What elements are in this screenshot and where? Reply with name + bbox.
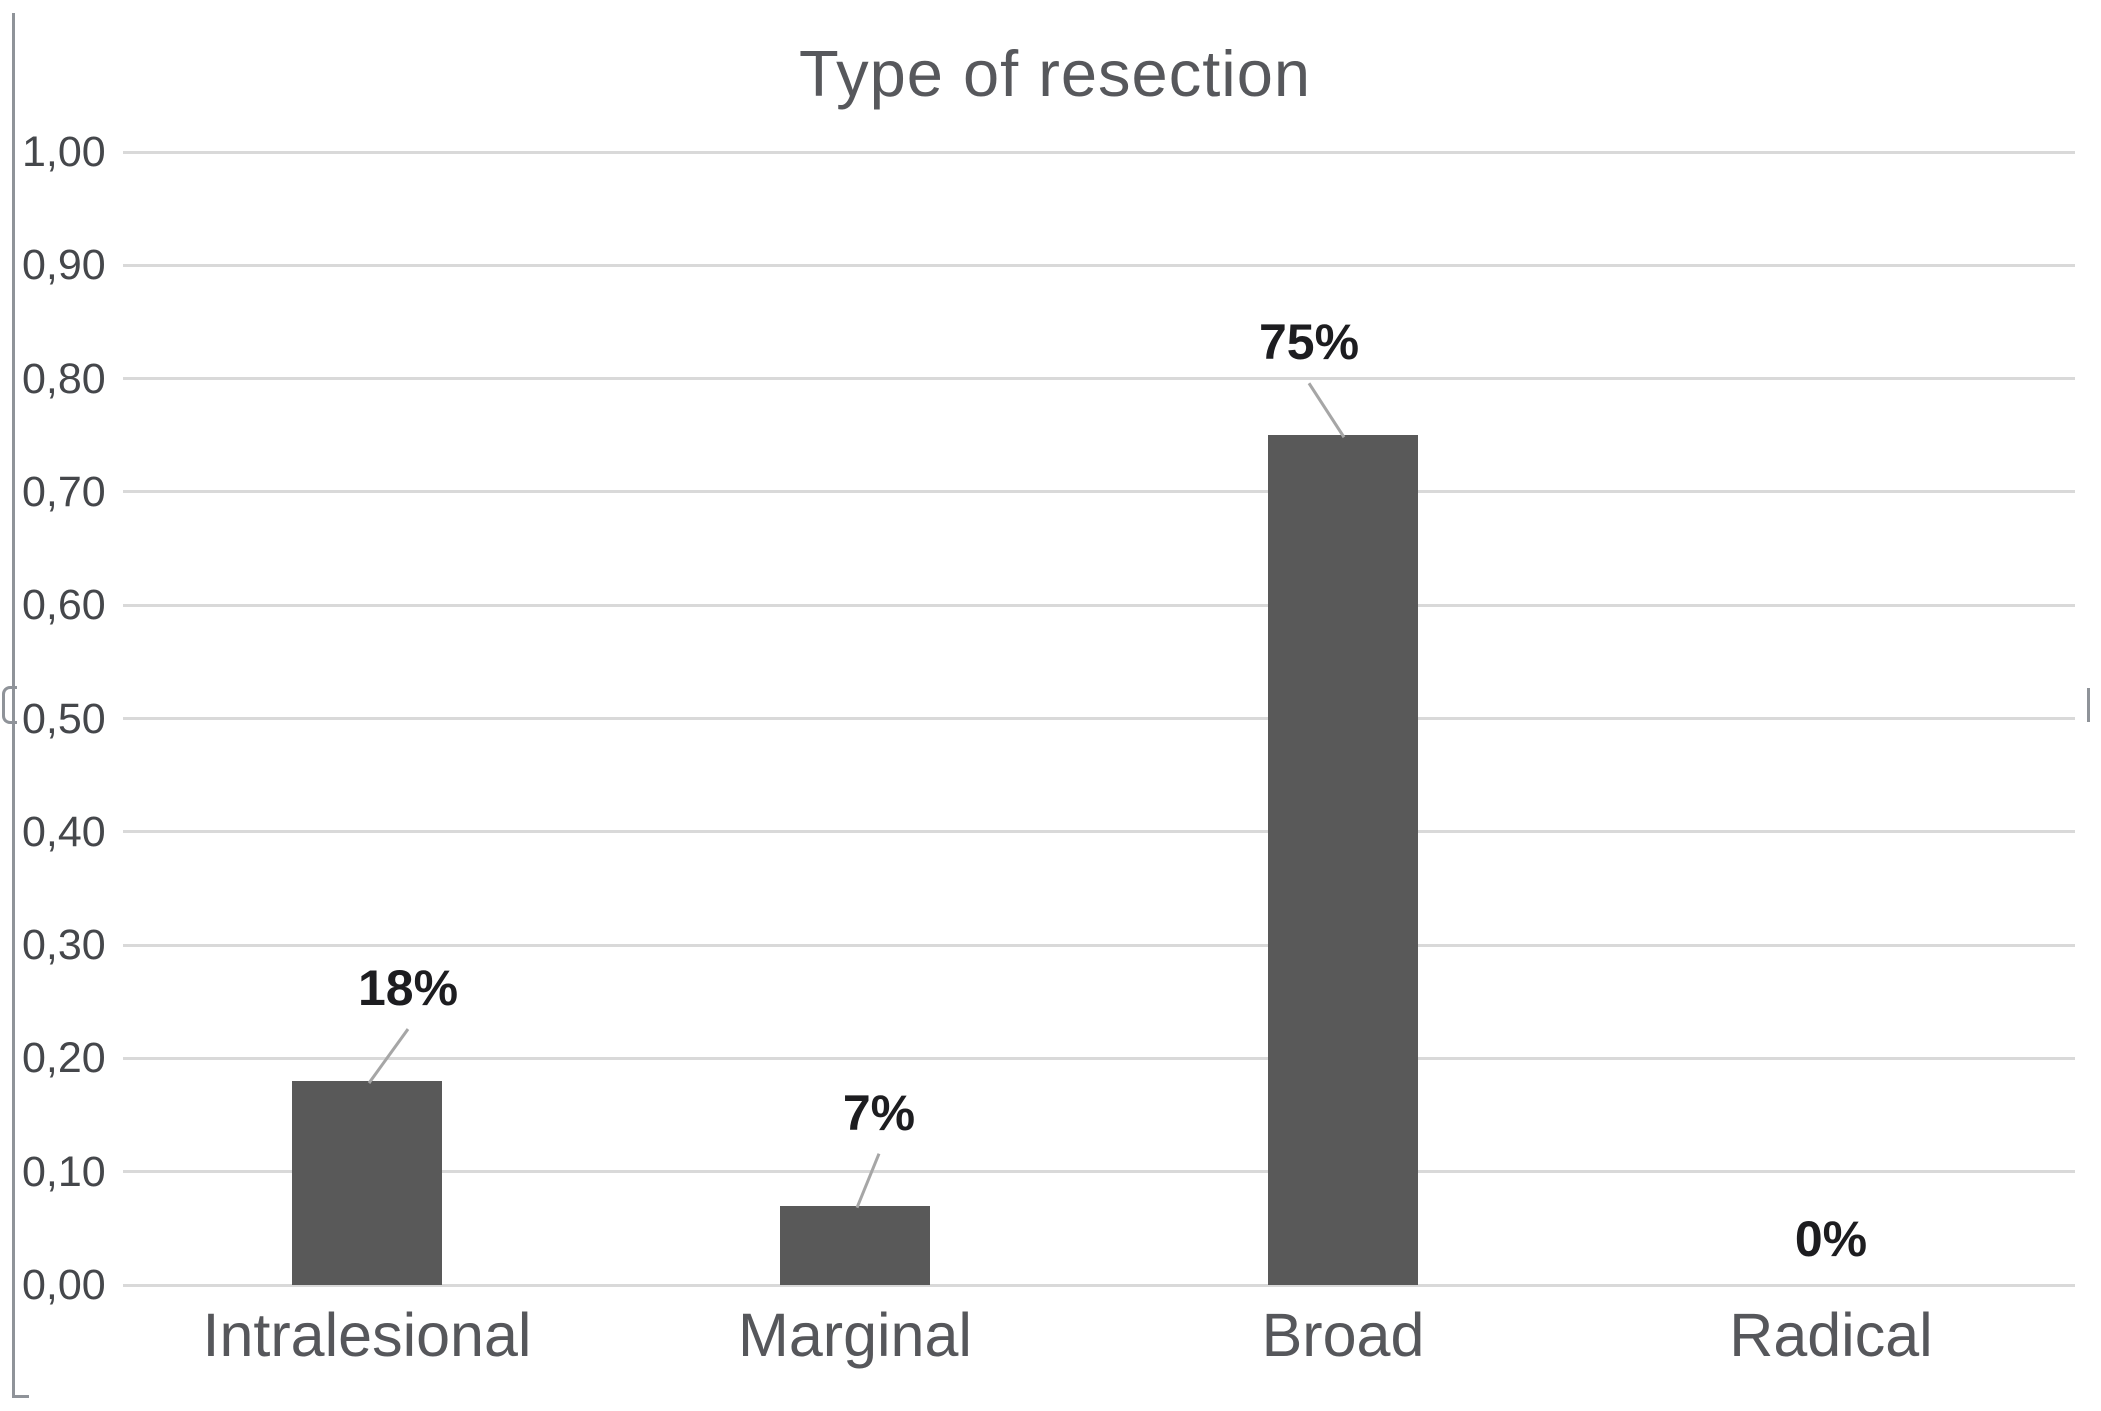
right-edge-tick-artifact	[2087, 688, 2090, 722]
y-axis-line	[12, 13, 15, 1398]
gridline	[123, 1056, 2075, 1060]
y-tick-label: 0,30	[22, 921, 106, 970]
x-category-label-radical: Radical	[1729, 1301, 1933, 1369]
left-edge-bracket-artifact	[2, 686, 17, 724]
gridline	[123, 263, 2075, 267]
chart-title: Type of resection	[799, 37, 1311, 110]
gridline	[123, 377, 2075, 381]
y-tick-label: 0,50	[22, 694, 106, 743]
bar-intralesional	[292, 1081, 442, 1285]
y-tick-label: 0,00	[22, 1261, 106, 1309]
y-tick-label: 0,60	[22, 581, 106, 630]
x-category-label-intralesional: Intralesional	[202, 1301, 532, 1369]
bar-data-label: 75%	[1258, 314, 1360, 371]
leader-line	[855, 1153, 881, 1209]
gridline	[123, 943, 2075, 947]
x-category-label-marginal: Marginal	[738, 1301, 972, 1369]
gridline	[123, 1283, 2075, 1287]
y-tick-label: 0,10	[22, 1147, 106, 1196]
y-axis-foot	[12, 1395, 29, 1398]
gridline	[123, 490, 2075, 494]
gridline	[123, 830, 2075, 834]
gridline	[123, 717, 2075, 720]
x-category-label-broad: Broad	[1261, 1301, 1425, 1369]
gridline	[123, 1170, 2075, 1174]
y-tick-label: 0,90	[22, 241, 106, 290]
bar-data-label: 18%	[357, 960, 459, 1017]
bar-data-label: 7%	[842, 1084, 916, 1141]
y-tick-label: 0,70	[22, 467, 106, 516]
y-tick-label: 1,00	[22, 128, 106, 176]
gridline	[123, 603, 2075, 607]
bar-broad	[1268, 435, 1418, 1285]
leader-line	[1307, 382, 1346, 439]
y-tick-label: 0,20	[22, 1034, 106, 1083]
bar-marginal	[780, 1205, 930, 1285]
bar-data-label: 0%	[1794, 1211, 1868, 1267]
y-tick-label: 0,40	[22, 807, 106, 856]
gridline	[123, 150, 2075, 154]
y-tick-label: 0,80	[22, 354, 106, 403]
